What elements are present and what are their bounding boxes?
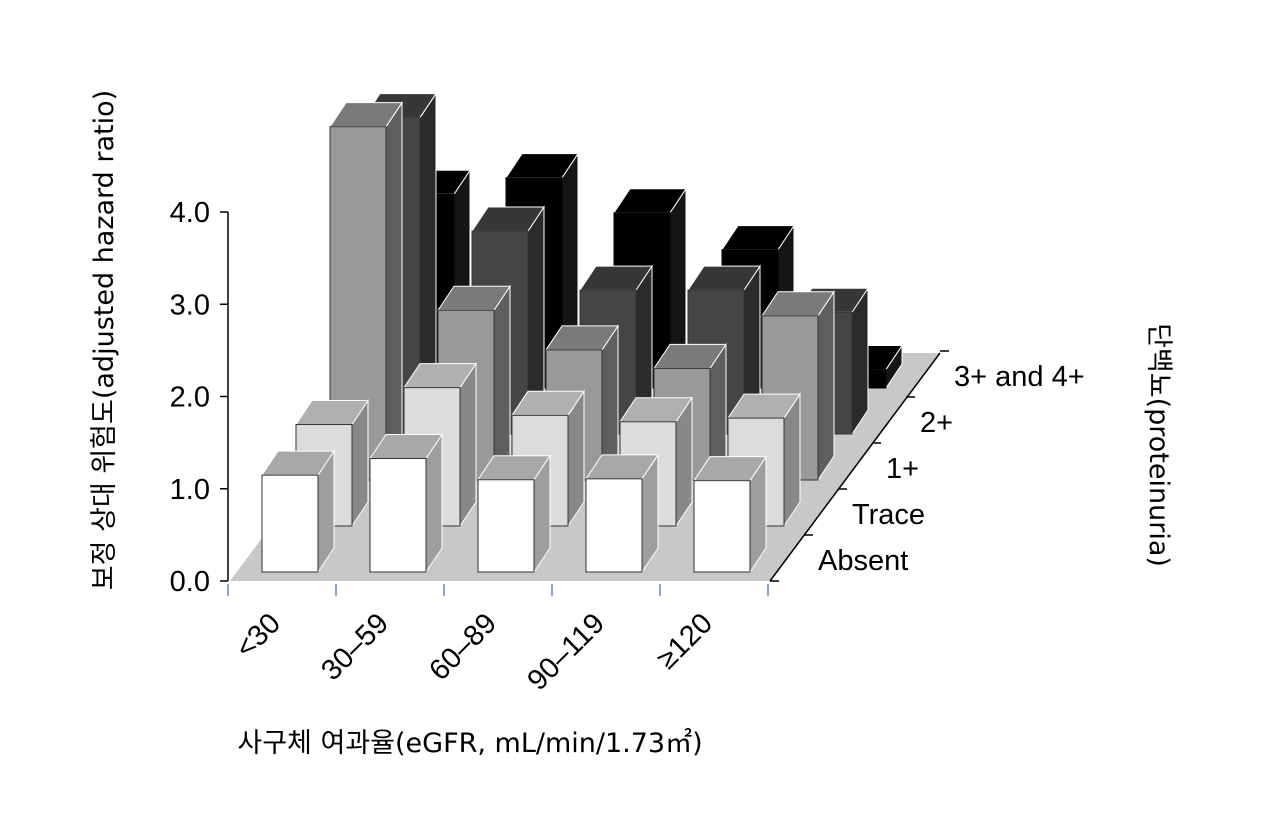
x-tick-label: 60–89 [423, 607, 503, 687]
bar-front [261, 474, 319, 573]
x-tick-label: <30 [230, 607, 287, 664]
z-axis-title: 단백뇨(proteinuria) [1143, 323, 1174, 567]
bar [369, 432, 443, 574]
bar-side [493, 284, 511, 482]
z-tick-label: Absent [818, 545, 908, 577]
y-tick-label: 4.0 [170, 197, 210, 229]
z-tick-label: 2+ [920, 407, 953, 439]
x-tick-label: ≥120 [651, 607, 719, 675]
bar [693, 455, 767, 574]
y-tick-label: 3.0 [170, 289, 210, 321]
y-tick-label: 1.0 [170, 474, 210, 506]
z-tick-label: 3+ and 4+ [954, 361, 1085, 393]
y-tick-label: 0.0 [170, 566, 210, 598]
bar-front [585, 478, 643, 573]
z-tick-label: Trace [852, 499, 925, 531]
bar-front [369, 458, 427, 573]
y-axis-title: 보정 상대 위험도(adjusted hazard ratio) [89, 90, 120, 590]
bar-side [817, 290, 835, 482]
bar [585, 453, 659, 574]
bar-side [851, 286, 869, 436]
y-tick-label: 2.0 [170, 382, 210, 414]
bar [477, 454, 551, 574]
bar-side [459, 361, 477, 528]
x-tick-label: 30–59 [315, 607, 395, 687]
z-tick-label: 1+ [886, 453, 919, 485]
x-axis-title: 사구체 여과율(eGFR, mL/min/1.73㎡) [237, 728, 702, 759]
bar-front [477, 479, 535, 573]
x-tick-label: 90–119 [521, 607, 611, 697]
bar [261, 449, 335, 574]
bar-front [693, 480, 751, 573]
z-axis [769, 352, 941, 582]
bar-side [385, 101, 403, 482]
